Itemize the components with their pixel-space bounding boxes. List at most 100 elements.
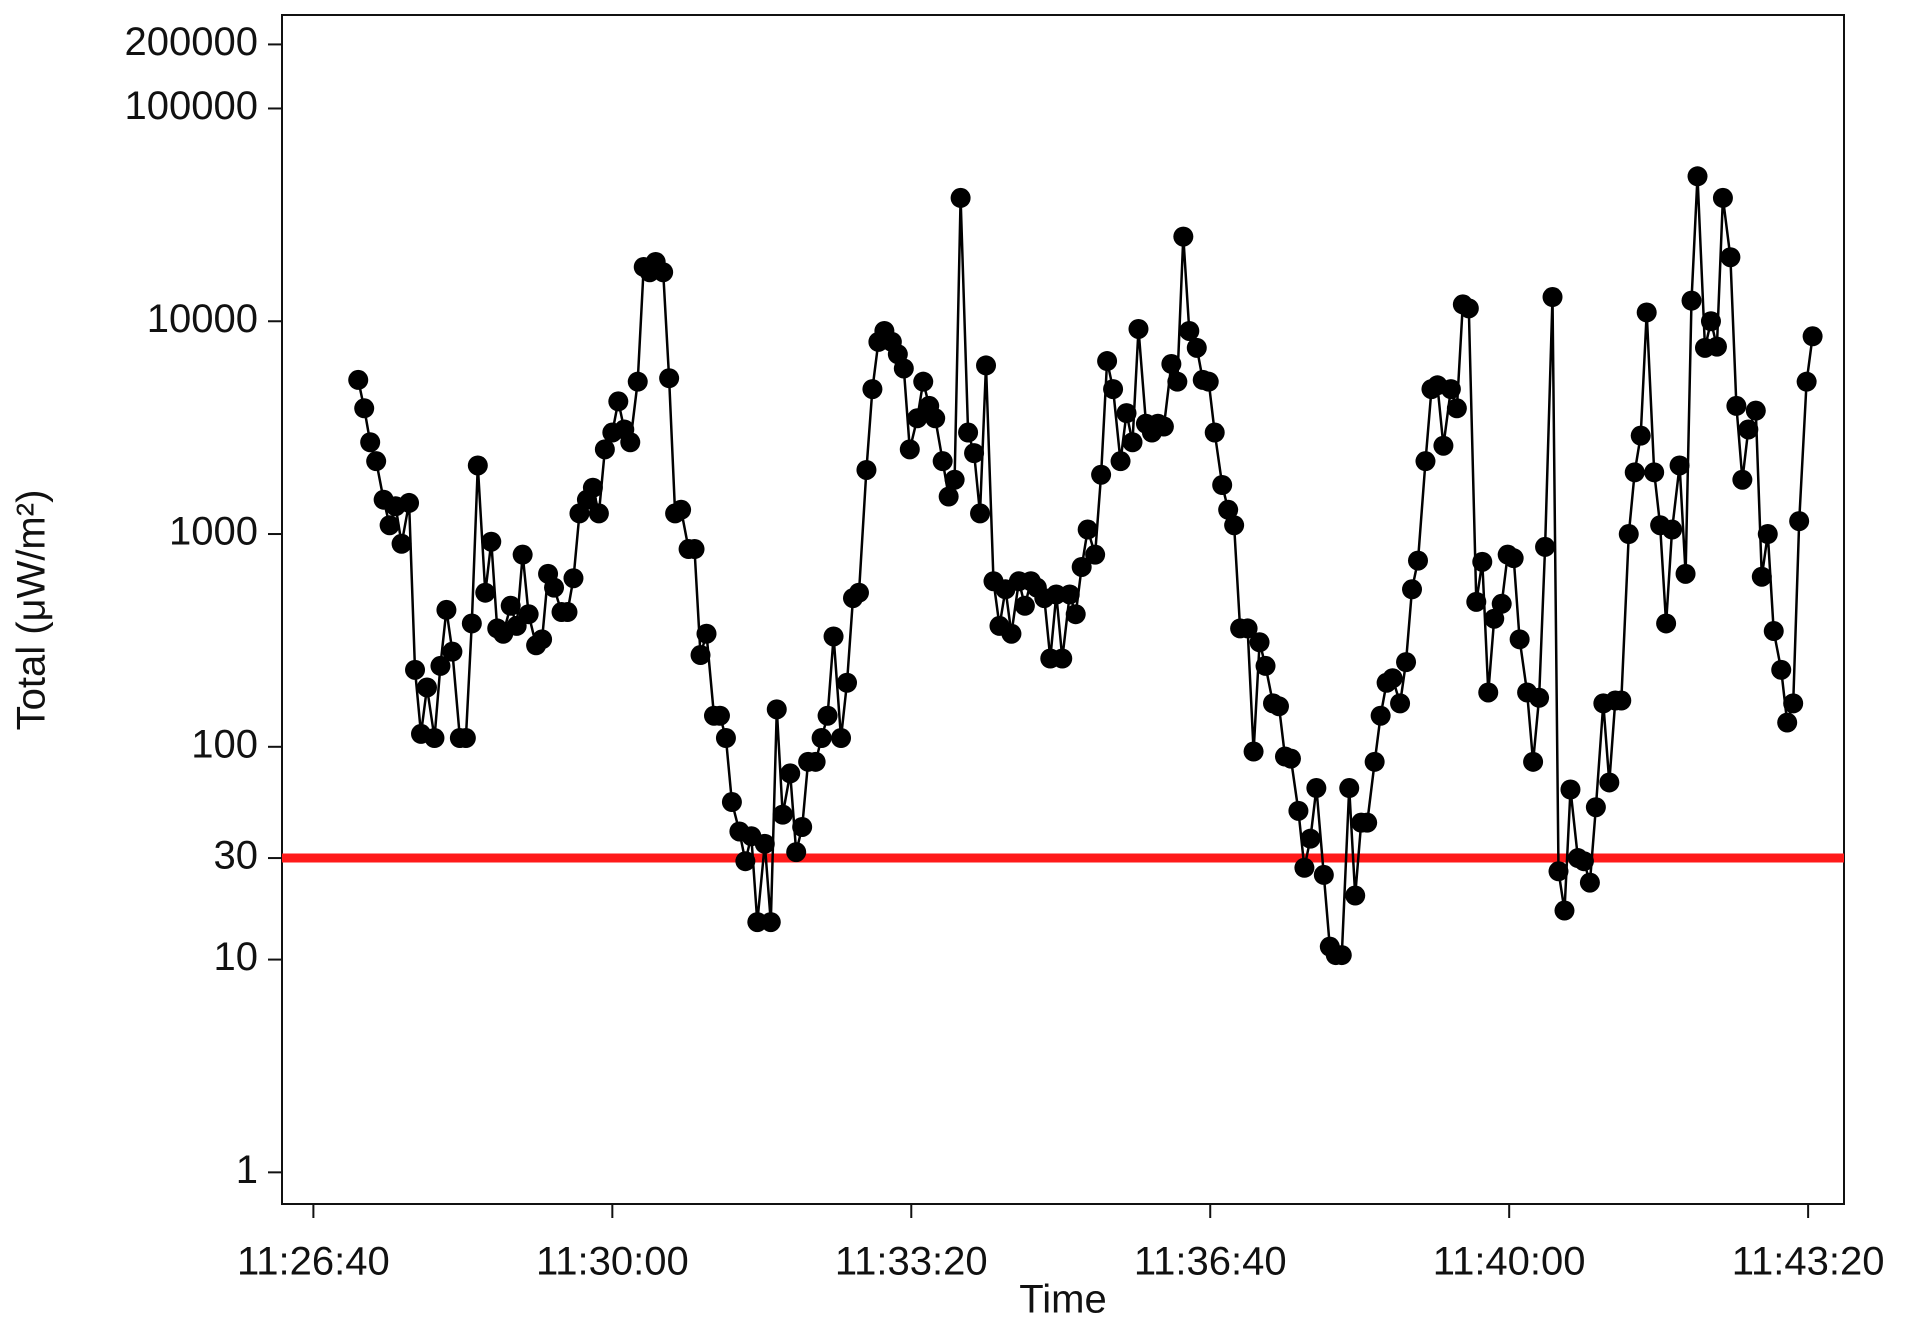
- data-point: [696, 623, 717, 644]
- data-point: [455, 727, 476, 748]
- data-point: [1732, 469, 1753, 490]
- data-point: [1771, 659, 1792, 680]
- data-point: [1611, 690, 1632, 711]
- x-tick-label: 11:40:00: [1433, 1240, 1586, 1284]
- data-point: [1636, 302, 1657, 323]
- data-point: [582, 477, 603, 498]
- data-point: [1656, 613, 1677, 634]
- data-point: [1224, 515, 1245, 536]
- data-point: [1560, 779, 1581, 800]
- data-point: [1218, 499, 1239, 520]
- data-point: [518, 604, 539, 625]
- y-tick-label: 100: [191, 722, 258, 766]
- data-point: [1789, 511, 1810, 532]
- data-point: [823, 626, 844, 647]
- data-point: [932, 451, 953, 472]
- data-point: [1001, 623, 1022, 644]
- data-point: [671, 499, 692, 520]
- data-point: [544, 577, 565, 598]
- data-line: [356, 176, 1814, 957]
- x-tick-label: 11:33:20: [835, 1240, 988, 1284]
- data-point: [588, 503, 609, 524]
- data-point: [715, 727, 736, 748]
- data-point: [563, 568, 584, 589]
- data-point: [1783, 693, 1804, 714]
- data-point: [1331, 945, 1352, 966]
- data-point: [950, 187, 971, 208]
- data-point: [1122, 432, 1143, 453]
- data-point: [792, 816, 813, 837]
- data-point: [684, 539, 705, 560]
- data-point: [1390, 693, 1411, 714]
- data-point: [532, 629, 553, 650]
- data-point: [1763, 621, 1784, 642]
- data-point: [1280, 748, 1301, 769]
- data-point: [925, 408, 946, 429]
- data-point: [461, 613, 482, 634]
- data-point: [1535, 536, 1556, 557]
- data-point: [1382, 668, 1403, 689]
- data-point: [1357, 812, 1378, 833]
- data-point: [1675, 563, 1696, 584]
- data-point: [772, 804, 793, 825]
- data-point: [709, 705, 730, 726]
- data-point: [1237, 618, 1258, 639]
- data-point: [1091, 464, 1112, 485]
- data-point: [1173, 226, 1194, 247]
- data-point: [1491, 593, 1512, 614]
- data-point: [780, 763, 801, 784]
- data-point: [1294, 857, 1315, 878]
- data-point: [907, 408, 928, 429]
- data-point: [1478, 682, 1499, 703]
- data-point: [500, 595, 521, 616]
- data-point: [1408, 550, 1428, 571]
- data-point: [1110, 451, 1131, 472]
- data-point: [1370, 705, 1391, 726]
- data-point: [348, 369, 369, 390]
- data-point: [831, 727, 852, 748]
- data-point: [481, 531, 502, 552]
- y-tick-label: 200000: [125, 20, 258, 64]
- data-point: [1059, 584, 1080, 605]
- data-point: [1288, 800, 1309, 821]
- y-axis-label: Total (μW/m²): [10, 490, 54, 731]
- data-point: [1484, 608, 1505, 629]
- data-point: [1396, 652, 1417, 673]
- y-tick-label: 10: [214, 935, 259, 979]
- data-point: [512, 544, 533, 565]
- data-point: [1065, 604, 1086, 625]
- data-point: [1509, 629, 1530, 650]
- data-point: [405, 659, 426, 680]
- data-point: [1014, 595, 1035, 616]
- data-point: [1268, 696, 1289, 717]
- data-point: [366, 451, 387, 472]
- data-point: [1599, 772, 1620, 793]
- data-point: [1458, 298, 1479, 319]
- data-point: [1669, 455, 1690, 476]
- data-point: [848, 582, 869, 603]
- y-tick-label: 1000: [169, 510, 258, 554]
- data-point: [976, 355, 997, 376]
- data-point: [1706, 336, 1727, 357]
- data-point: [1542, 287, 1563, 308]
- data-point: [690, 645, 711, 666]
- data-point: [837, 672, 858, 693]
- data-point: [1198, 371, 1219, 392]
- data-point: [1757, 524, 1778, 545]
- data-point: [1700, 311, 1721, 332]
- data-point: [1167, 371, 1188, 392]
- data-point: [811, 727, 832, 748]
- data-point: [1751, 566, 1772, 587]
- data-point: [1662, 519, 1683, 540]
- data-point: [1726, 395, 1747, 416]
- data-point: [594, 439, 615, 460]
- data-point: [1440, 379, 1461, 400]
- data-point: [1212, 474, 1233, 495]
- data-point: [1554, 900, 1575, 921]
- data-point: [754, 833, 775, 854]
- data-point: [958, 422, 979, 443]
- data-point: [436, 599, 457, 620]
- data-point: [1745, 400, 1766, 421]
- data-point: [1415, 451, 1436, 472]
- data-point: [1585, 797, 1606, 818]
